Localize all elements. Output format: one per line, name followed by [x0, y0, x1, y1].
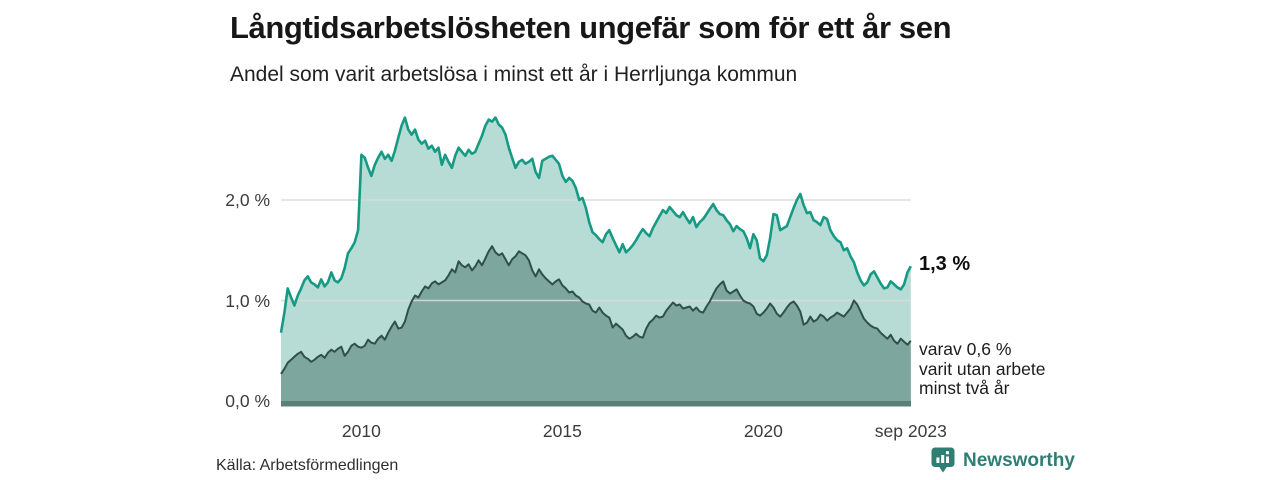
series-end-label-two-year-line: varit utan arbete [919, 358, 1046, 379]
y-tick-label: 1,0 % [225, 290, 270, 311]
x-tick-label: 2015 [542, 421, 582, 441]
y-tick-label: 2,0 % [225, 190, 270, 210]
x-tick-label: 2020 [743, 421, 783, 441]
x-tick-label: 2010 [341, 421, 381, 441]
series-end-label-two-year: varav 0,6 % varit utan arbete minst två … [919, 339, 1046, 399]
newsworthy-logo-icon [931, 447, 955, 473]
chart-subtitle: Andel som varit arbetslösa i minst ett å… [230, 63, 798, 86]
series-end-label-one-year: 1,3 % [919, 253, 971, 275]
newsworthy-wordmark: Newsworthy [963, 449, 1075, 471]
newsworthy-brand: Newsworthy [931, 447, 1075, 474]
series-end-label-two-year-line: minst två år [919, 378, 1010, 398]
chart-title: Långtidsarbetslösheten ungefär som för e… [230, 10, 952, 45]
source-note: Källa: Arbetsförmedlingen [216, 457, 399, 474]
series-end-label-two-year-line: varav 0,6 % [919, 339, 1012, 359]
y-tick-label: 0,0 % [225, 391, 270, 411]
x-tick-label: sep 2023 [874, 421, 947, 441]
